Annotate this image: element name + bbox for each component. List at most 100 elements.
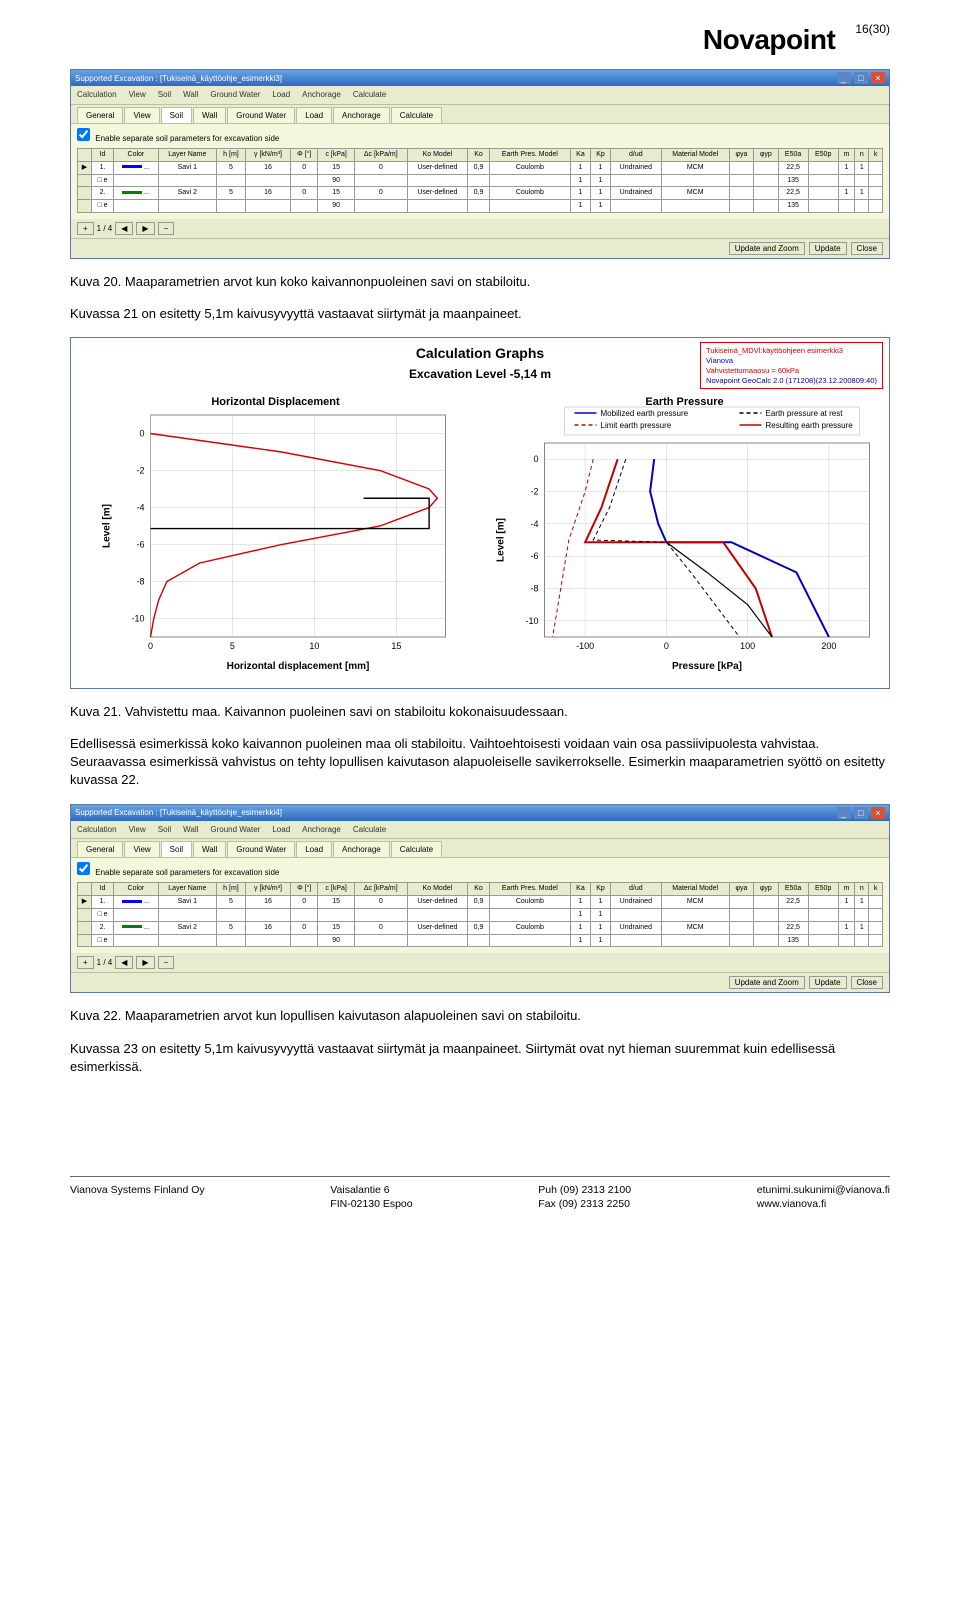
tab-ground-water[interactable]: Ground Water <box>227 107 295 123</box>
footer-col-company: Vianova Systems Finland Oy <box>70 1183 205 1211</box>
pager: + 1 / 4 ◀ ▶ − <box>71 219 889 238</box>
close-icon[interactable]: × <box>871 807 885 819</box>
menu-item[interactable]: Ground Water <box>210 824 260 835</box>
tab-calculate[interactable]: Calculate <box>391 841 442 857</box>
soil-panel: Enable separate soil parameters for exca… <box>71 123 889 219</box>
menu-item[interactable]: View <box>129 89 146 100</box>
tab-load[interactable]: Load <box>296 107 332 123</box>
menu-item[interactable]: Soil <box>158 89 171 100</box>
pager-del[interactable]: − <box>158 222 175 235</box>
tab-view[interactable]: View <box>124 841 159 857</box>
table-row[interactable]: ▶1. ...Savi 15160150User-defined0,9Coulo… <box>78 896 883 909</box>
menu-item[interactable]: Anchorage <box>302 89 341 100</box>
menu-item[interactable]: Ground Water <box>210 89 260 100</box>
menu-item[interactable]: Calculate <box>353 824 386 835</box>
svg-text:Resulting earth pressure: Resulting earth pressure <box>766 421 854 430</box>
update-button[interactable]: Update <box>809 242 847 255</box>
pager-next[interactable]: ▶ <box>136 222 154 235</box>
pager-next[interactable]: ▶ <box>136 956 154 969</box>
tab-strip: GeneralViewSoilWallGround WaterLoadAncho… <box>71 839 889 857</box>
tab-wall[interactable]: Wall <box>193 841 226 857</box>
svg-text:-4: -4 <box>136 502 144 512</box>
svg-text:Earth pressure at rest: Earth pressure at rest <box>766 409 844 418</box>
tab-general[interactable]: General <box>77 841 123 857</box>
body-para-4: Edellisessä esimerkissä koko kaivannon p… <box>70 735 890 790</box>
table-row[interactable]: □ e9011135 <box>78 934 883 947</box>
table-row[interactable]: □ e9011135 <box>78 174 883 187</box>
svg-text:Mobilized earth pressure: Mobilized earth pressure <box>601 409 689 418</box>
svg-text:10: 10 <box>309 641 319 651</box>
menu-item[interactable]: Calculation <box>77 89 117 100</box>
menu-item[interactable]: Wall <box>183 89 198 100</box>
pager-value: 1 / 4 <box>97 223 113 234</box>
maximize-icon[interactable]: □ <box>854 807 868 819</box>
soil-table: IdColorLayer Nameh [m]γ [kN/m³]Φ [°]c [k… <box>77 148 883 213</box>
svg-text:Earth Pressure: Earth Pressure <box>645 396 723 408</box>
button-bar: Update and Zoom Update Close <box>71 972 889 992</box>
color-swatch <box>122 925 142 928</box>
svg-text:0: 0 <box>148 641 153 651</box>
enable-separate-checkbox[interactable] <box>77 128 90 141</box>
tab-anchorage[interactable]: Anchorage <box>333 841 390 857</box>
checkbox-label: Enable separate soil parameters for exca… <box>95 134 279 143</box>
tab-view[interactable]: View <box>124 107 159 123</box>
pager: + 1 / 4 ◀ ▶ − <box>71 953 889 972</box>
titlebar-buttons: _ □ × <box>836 807 885 819</box>
titlebar: Supported Excavation : [Tukiseinä_käyttö… <box>71 805 889 821</box>
app-window-1: Supported Excavation : [Tukiseinä_käyttö… <box>70 69 890 259</box>
pager-prev[interactable]: ◀ <box>115 956 133 969</box>
tab-soil[interactable]: Soil <box>161 107 192 123</box>
svg-text:-6: -6 <box>530 551 538 561</box>
menu-item[interactable]: Soil <box>158 824 171 835</box>
svg-text:-2: -2 <box>530 486 538 496</box>
svg-text:Level [m]: Level [m] <box>496 518 507 562</box>
menu-item[interactable]: Anchorage <box>302 824 341 835</box>
minimize-icon[interactable]: _ <box>837 72 851 84</box>
tab-load[interactable]: Load <box>296 841 332 857</box>
pager-add[interactable]: + <box>77 956 94 969</box>
menu-item[interactable]: Calculation <box>77 824 117 835</box>
enable-separate-checkbox[interactable] <box>77 862 90 875</box>
tab-calculate[interactable]: Calculate <box>391 107 442 123</box>
tab-wall[interactable]: Wall <box>193 107 226 123</box>
table-row[interactable]: □ e9011135 <box>78 200 883 213</box>
table-row[interactable]: 2. ...Savi 25160150User-defined0,9Coulom… <box>78 187 883 200</box>
pager-add[interactable]: + <box>77 222 94 235</box>
svg-text:Horizontal Displacement: Horizontal Displacement <box>211 396 340 408</box>
update-and-zoom-button[interactable]: Update and Zoom <box>729 976 805 989</box>
svg-text:-10: -10 <box>131 613 144 623</box>
menu-item[interactable]: Wall <box>183 824 198 835</box>
tab-general[interactable]: General <box>77 107 123 123</box>
info-box: Tukiseinä_MDVl:käyttöohjeen esimerkki3 V… <box>700 342 883 389</box>
table-row[interactable]: 2. ...Savi 25160150User-defined0,9Coulom… <box>78 921 883 934</box>
maximize-icon[interactable]: □ <box>854 72 868 84</box>
svg-text:-100: -100 <box>576 641 594 651</box>
menu-item[interactable]: View <box>129 824 146 835</box>
minimize-icon[interactable]: _ <box>837 807 851 819</box>
menu-item[interactable]: Load <box>272 89 290 100</box>
app-window-2: Supported Excavation : [Tukiseinä_käyttö… <box>70 804 890 994</box>
tab-anchorage[interactable]: Anchorage <box>333 107 390 123</box>
pager-prev[interactable]: ◀ <box>115 222 133 235</box>
update-button[interactable]: Update <box>809 976 847 989</box>
svg-text:Limit earth pressure: Limit earth pressure <box>601 421 672 430</box>
soil-table: IdColorLayer Nameh [m]γ [kN/m³]Φ [°]c [k… <box>77 882 883 947</box>
close-icon[interactable]: × <box>871 72 885 84</box>
svg-text:Level [m]: Level [m] <box>102 504 113 548</box>
tab-ground-water[interactable]: Ground Water <box>227 841 295 857</box>
svg-text:0: 0 <box>533 454 538 464</box>
menu-item[interactable]: Calculate <box>353 89 386 100</box>
pager-value: 1 / 4 <box>97 957 113 968</box>
menu-item[interactable]: Load <box>272 824 290 835</box>
menubar: Calculation View Soil Wall Ground Water Load A… <box>71 86 889 104</box>
close-button[interactable]: Close <box>851 976 883 989</box>
pager-del[interactable]: − <box>158 956 175 969</box>
body-para-2: Kuvassa 21 on esitetty 5,1m kaivusyvyytt… <box>70 305 890 323</box>
table-row[interactable]: □ e11 <box>78 908 883 921</box>
color-swatch <box>122 165 142 168</box>
table-row[interactable]: ▶1. ...Savi 15160150User-defined0,9Coulo… <box>78 161 883 174</box>
graphs-window: Tukiseinä_MDVl:käyttöohjeen esimerkki3 V… <box>70 337 890 689</box>
close-button[interactable]: Close <box>851 242 883 255</box>
tab-soil[interactable]: Soil <box>161 841 192 857</box>
update-and-zoom-button[interactable]: Update and Zoom <box>729 242 805 255</box>
